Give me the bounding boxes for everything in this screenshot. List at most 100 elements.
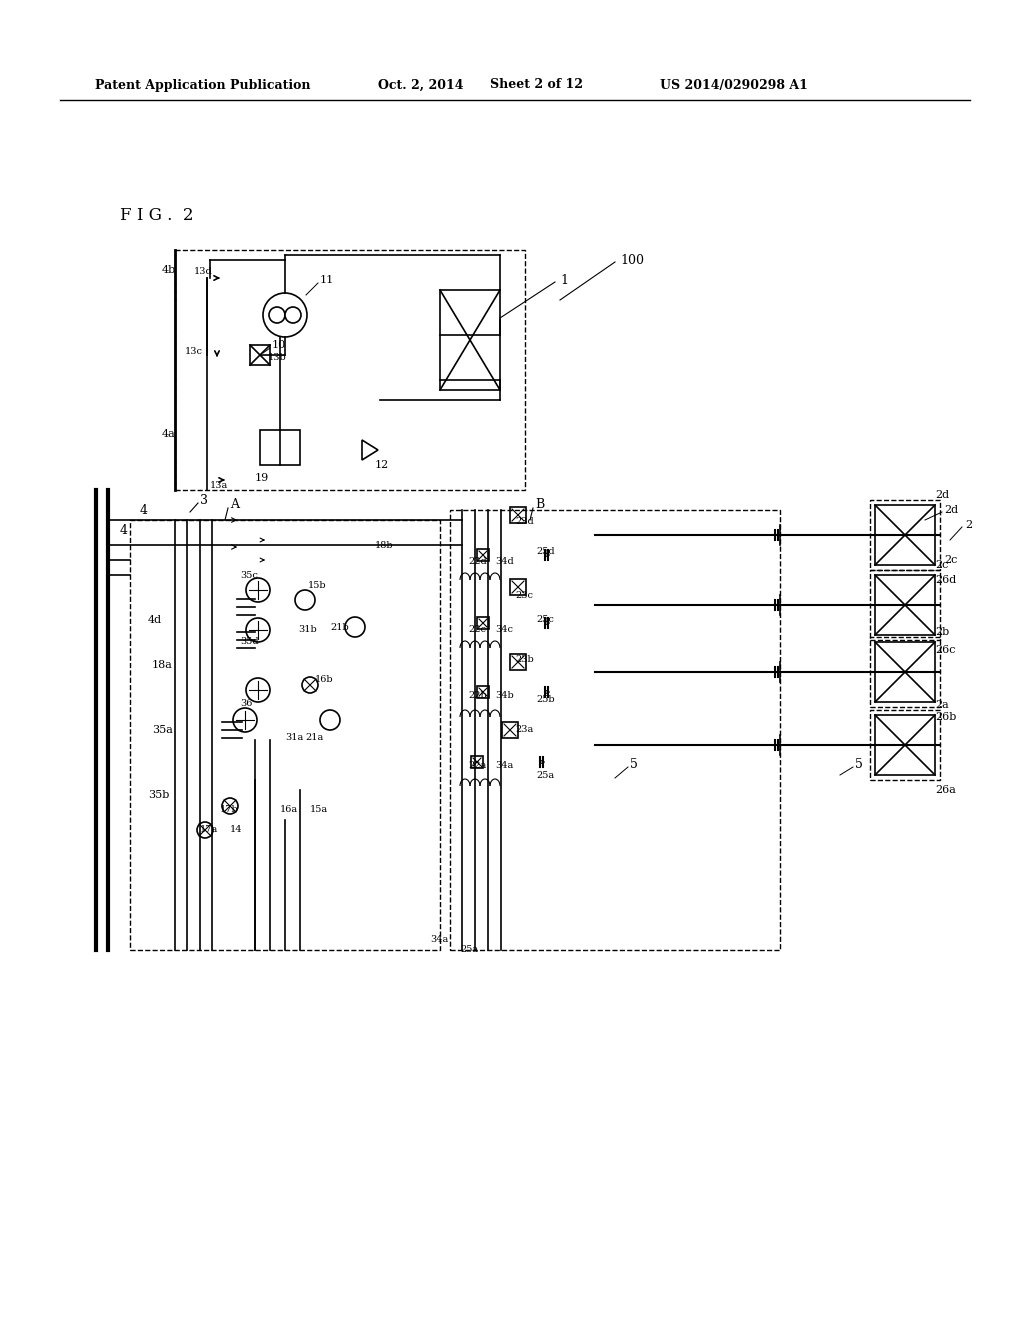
Text: 35c: 35c bbox=[240, 570, 258, 579]
Bar bbox=[260, 430, 300, 465]
Bar bbox=[870, 500, 940, 570]
Text: 3: 3 bbox=[200, 494, 208, 507]
Bar bbox=[450, 510, 780, 950]
Bar bbox=[477, 616, 489, 630]
Text: 22b: 22b bbox=[468, 690, 486, 700]
Text: 34a: 34a bbox=[430, 936, 449, 945]
Circle shape bbox=[285, 308, 301, 323]
Text: 31b: 31b bbox=[298, 626, 316, 635]
Bar bbox=[510, 653, 526, 671]
Bar bbox=[870, 710, 940, 780]
Text: 34c: 34c bbox=[495, 626, 513, 635]
Text: 25a: 25a bbox=[460, 945, 478, 954]
Circle shape bbox=[263, 293, 307, 337]
Text: Sheet 2 of 12: Sheet 2 of 12 bbox=[490, 78, 583, 91]
Text: 13c: 13c bbox=[185, 347, 203, 356]
Bar bbox=[502, 722, 518, 738]
Text: 13b: 13b bbox=[268, 354, 287, 363]
Text: 11: 11 bbox=[319, 275, 334, 285]
Text: 14: 14 bbox=[230, 825, 243, 834]
Circle shape bbox=[222, 799, 238, 814]
Bar bbox=[870, 570, 940, 640]
Text: 15a: 15a bbox=[310, 805, 328, 814]
Text: Oct. 2, 2014: Oct. 2, 2014 bbox=[378, 78, 464, 91]
Text: US 2014/0290298 A1: US 2014/0290298 A1 bbox=[660, 78, 808, 91]
Text: 26c: 26c bbox=[935, 645, 955, 655]
Text: A: A bbox=[230, 499, 239, 511]
Text: 18b: 18b bbox=[375, 540, 393, 549]
Circle shape bbox=[295, 590, 315, 610]
Bar bbox=[477, 686, 489, 698]
Circle shape bbox=[302, 677, 318, 693]
Text: 13a: 13a bbox=[210, 480, 228, 490]
Text: 34b: 34b bbox=[495, 690, 514, 700]
Text: 100: 100 bbox=[620, 253, 644, 267]
Text: 23c: 23c bbox=[515, 590, 534, 599]
Text: 17b: 17b bbox=[220, 805, 239, 814]
Text: 31a: 31a bbox=[285, 733, 303, 742]
Bar bbox=[874, 715, 935, 775]
Bar bbox=[250, 345, 270, 366]
Circle shape bbox=[233, 708, 257, 733]
Bar bbox=[510, 507, 526, 523]
Bar bbox=[477, 549, 489, 561]
Circle shape bbox=[319, 710, 340, 730]
Text: 4b: 4b bbox=[162, 265, 176, 275]
Text: 34a: 34a bbox=[495, 760, 513, 770]
Text: 36: 36 bbox=[240, 698, 252, 708]
Text: 22d: 22d bbox=[468, 557, 486, 566]
Text: 5: 5 bbox=[630, 759, 638, 771]
Circle shape bbox=[246, 678, 270, 702]
Bar bbox=[130, 520, 440, 950]
Text: 25c: 25c bbox=[536, 615, 554, 624]
Bar bbox=[870, 638, 940, 708]
Text: 35b: 35b bbox=[148, 789, 169, 800]
Circle shape bbox=[246, 618, 270, 642]
Text: 25d: 25d bbox=[536, 548, 555, 557]
Text: 4a: 4a bbox=[162, 429, 176, 440]
Text: 2d: 2d bbox=[944, 506, 958, 515]
Circle shape bbox=[197, 822, 213, 838]
Text: 23d: 23d bbox=[515, 517, 534, 527]
Bar bbox=[874, 642, 935, 702]
Text: 16b: 16b bbox=[315, 676, 334, 685]
Bar bbox=[471, 756, 483, 768]
Text: 22c: 22c bbox=[468, 626, 486, 635]
Text: 2a: 2a bbox=[935, 700, 949, 710]
Text: 4: 4 bbox=[140, 503, 148, 516]
Text: 10: 10 bbox=[272, 341, 287, 350]
Text: 21a: 21a bbox=[305, 733, 324, 742]
Text: 15b: 15b bbox=[308, 581, 327, 590]
Text: Patent Application Publication: Patent Application Publication bbox=[95, 78, 310, 91]
Bar bbox=[874, 576, 935, 635]
Text: 13d: 13d bbox=[194, 268, 213, 276]
Bar bbox=[874, 506, 935, 565]
Circle shape bbox=[269, 308, 285, 323]
Bar bbox=[175, 249, 525, 490]
Text: 23a: 23a bbox=[515, 726, 534, 734]
Text: 26a: 26a bbox=[935, 785, 955, 795]
Text: 26d: 26d bbox=[935, 576, 956, 585]
Text: 21b: 21b bbox=[330, 623, 349, 631]
Circle shape bbox=[345, 616, 365, 638]
Text: 17a: 17a bbox=[200, 825, 218, 834]
Text: 5: 5 bbox=[855, 759, 863, 771]
Text: 2: 2 bbox=[965, 520, 972, 531]
Text: 2c: 2c bbox=[944, 554, 957, 565]
Text: 4d: 4d bbox=[148, 615, 162, 624]
Text: 2b: 2b bbox=[935, 627, 949, 638]
Text: 35d: 35d bbox=[240, 638, 259, 647]
Circle shape bbox=[246, 578, 270, 602]
Text: 26b: 26b bbox=[935, 711, 956, 722]
Text: 12: 12 bbox=[375, 459, 389, 470]
Text: B: B bbox=[535, 499, 544, 511]
Text: 2d: 2d bbox=[935, 490, 949, 500]
Text: 35a: 35a bbox=[152, 725, 173, 735]
Text: F I G .  2: F I G . 2 bbox=[120, 206, 194, 223]
Text: 22a: 22a bbox=[468, 760, 486, 770]
Text: 1: 1 bbox=[560, 273, 568, 286]
Text: 25a: 25a bbox=[536, 771, 554, 780]
Text: 25b: 25b bbox=[536, 696, 555, 705]
Text: 2c: 2c bbox=[935, 560, 948, 570]
Bar bbox=[440, 290, 500, 389]
